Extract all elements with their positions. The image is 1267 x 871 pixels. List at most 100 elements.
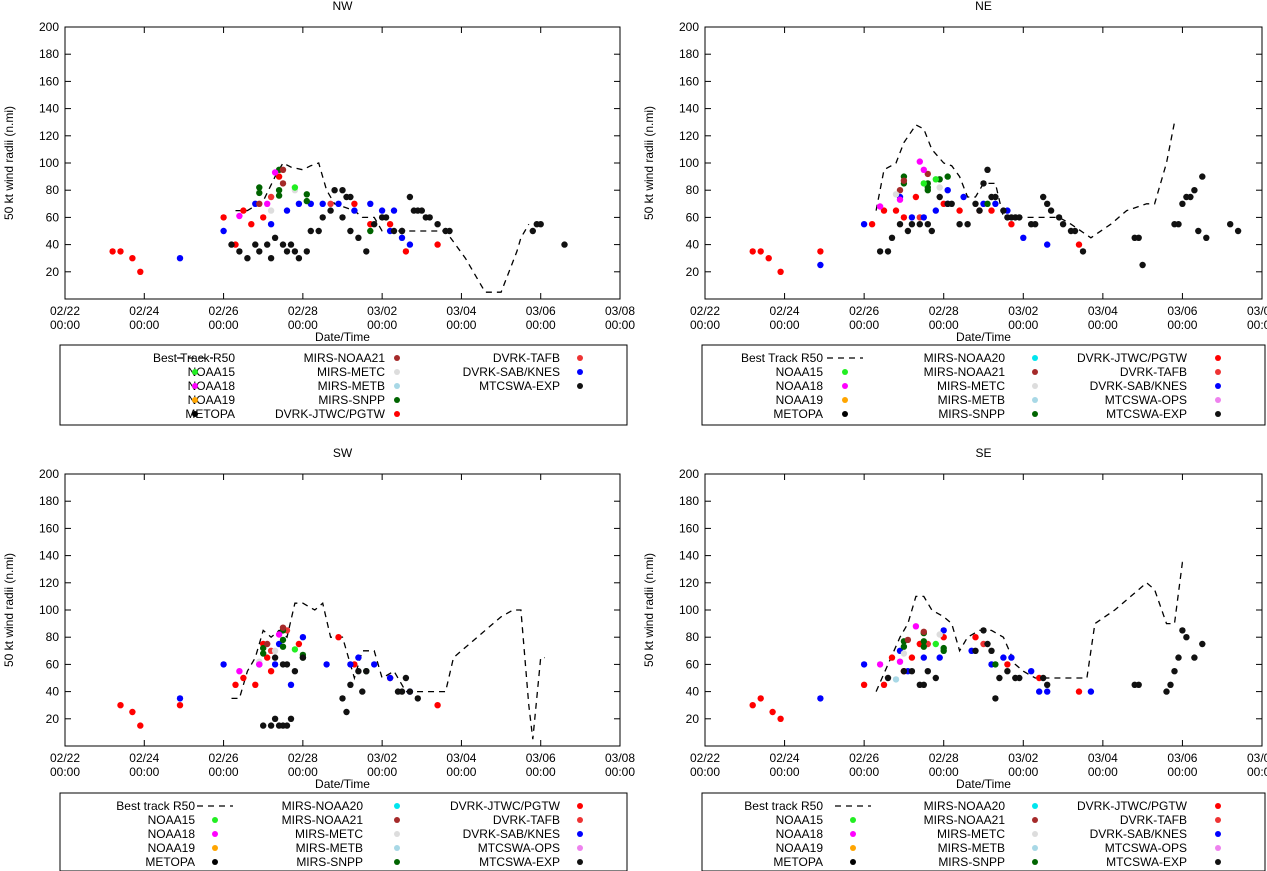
legend-label: MTCSWA-EXP <box>1106 407 1187 421</box>
series-mtcswa-exp-point <box>972 647 979 654</box>
series-noaa18-point <box>271 169 279 176</box>
x-tick-label-date: 03/04 <box>1088 751 1118 765</box>
series-mirs-snpp-point <box>944 173 951 180</box>
series-dvrk-jtwc-pgtw-point <box>749 702 756 709</box>
legend-swatch <box>577 845 583 851</box>
series-noaa15-point <box>920 180 927 187</box>
series-mtcswa-exp-point <box>884 674 892 682</box>
x-tick-label-date: 02/22 <box>50 304 80 318</box>
series-noaa18-point <box>896 196 904 203</box>
legend-swatch <box>850 845 856 851</box>
series-mtcswa-exp-point <box>390 227 398 235</box>
series-mtcswa-exp-point <box>900 668 908 675</box>
series-mirs-snpp-point <box>940 647 947 654</box>
chart-panel-sw: SW2040608010012014016018020002/2200:0002… <box>2 446 635 871</box>
legend-label: MTCSWA-EXP <box>479 855 560 869</box>
series-mtcswa-exp-point <box>1203 234 1210 241</box>
series-mtcswa-exp-point <box>299 654 307 661</box>
plot-data <box>749 122 1242 275</box>
series-dvrk-jtwc-pgtw-point <box>117 248 124 255</box>
series-mtcswa-exp-point <box>446 227 453 235</box>
y-tick-label: 140 <box>39 102 59 116</box>
legend-swatch <box>192 411 198 417</box>
series-mtcswa-exp-point <box>1163 688 1170 695</box>
series-mtcswa-exp-point <box>271 654 279 661</box>
x-tick-label-time: 00:00 <box>526 318 556 332</box>
series-dvrk-tafb-point <box>327 200 334 207</box>
x-tick-label-time: 00:00 <box>209 765 239 779</box>
y-tick-label: 180 <box>39 494 59 508</box>
series-mirs-metc-point <box>900 650 908 657</box>
series-dvrk-jtwc-pgtw-point <box>252 681 259 688</box>
series-dvrk-sab-knes-point <box>299 634 307 641</box>
series-mtcswa-exp-point <box>1032 221 1039 228</box>
legend-label: MIRS-SNPP <box>938 407 1005 421</box>
series-dvrk-jtwc-pgtw-point <box>240 207 247 214</box>
series-dvrk-sab-knes-point <box>1087 688 1095 695</box>
legend-label: DVRK-SAB/KNES <box>463 827 560 841</box>
series-dvrk-sab-knes-point <box>398 234 406 241</box>
x-tick-label-date: 02/28 <box>288 304 318 318</box>
series-mirs-snpp-point <box>279 643 287 650</box>
x-tick-label-time: 00:00 <box>770 318 800 332</box>
series-mtcswa-exp-point <box>363 248 370 255</box>
series-dvrk-jtwc-pgtw-point <box>434 702 441 709</box>
series-mirs-snpp-point <box>920 638 927 645</box>
series-dvrk-sab-knes-point <box>960 193 967 201</box>
series-dvrk-jtwc-pgtw-point <box>267 668 275 675</box>
legend-swatch <box>577 859 583 865</box>
series-dvrk-jtwc-pgtw-point <box>1004 661 1011 668</box>
x-axis-label: Date/Time <box>956 777 1011 791</box>
series-mtcswa-exp-point <box>924 668 931 675</box>
series-mtcswa-exp-point <box>1079 248 1087 255</box>
legend-label: MIRS-METB <box>296 841 363 855</box>
y-tick-label: 200 <box>679 20 699 34</box>
series-mtcswa-exp-point <box>928 227 935 235</box>
series-mtcswa-exp-point <box>984 166 991 173</box>
x-tick-label-time: 00:00 <box>446 765 476 779</box>
legend-label: DVRK-TAFB <box>1120 365 1187 379</box>
x-axis-label: Date/Time <box>315 330 370 344</box>
x-tick-label-time: 00:00 <box>605 318 635 332</box>
legend-swatch <box>394 369 400 375</box>
series-mtcswa-exp-point <box>347 227 354 235</box>
series-dvrk-sab-knes-point <box>283 207 291 214</box>
legend-label: MIRS-NOAA21 <box>282 813 364 827</box>
x-tick-label-date: 02/26 <box>209 304 239 318</box>
x-tick-label-date: 03/08 <box>605 304 635 318</box>
y-tick-label: 60 <box>46 210 60 224</box>
series-dvrk-jtwc-pgtw-point <box>817 248 824 255</box>
series-mtcswa-exp-point <box>1139 261 1146 269</box>
y-axis-label: 50 kt wind radii (n.mi) <box>642 106 656 220</box>
y-tick-label: 40 <box>686 238 700 252</box>
series-mtcswa-exp-point <box>988 647 995 654</box>
chart-title: SE <box>975 446 991 460</box>
series-mtcswa-exp-point <box>295 255 303 262</box>
y-axis-label: 50 kt wind radii (n.mi) <box>2 553 16 667</box>
series-mtcswa-exp-point <box>283 722 291 729</box>
series-dvrk-jtwc-pgtw-point <box>386 221 394 228</box>
y-tick-label: 100 <box>39 603 59 617</box>
legend-swatch <box>577 803 583 809</box>
legend-swatch <box>1032 845 1038 851</box>
series-noaa15-point <box>932 640 939 648</box>
x-tick-label-date: 02/24 <box>129 751 159 765</box>
series-dvrk-jtwc-pgtw-point <box>757 695 764 702</box>
series-mirs-snpp-point <box>279 636 287 644</box>
legend-label: DVRK-JTWC/PGTW <box>275 407 386 421</box>
x-tick-label-time: 00:00 <box>288 318 318 332</box>
series-mtcswa-exp-point <box>876 248 884 255</box>
series-mtcswa-exp-point <box>339 214 346 221</box>
y-tick-label: 120 <box>39 129 59 143</box>
x-axis-label: Date/Time <box>315 777 370 791</box>
y-tick-label: 20 <box>686 265 700 279</box>
chart-title: SW <box>333 446 353 460</box>
series-dvrk-jtwc-pgtw-point <box>1075 241 1083 248</box>
chart-title: NE <box>975 0 992 13</box>
y-tick-label: 80 <box>46 630 60 644</box>
series-mtcswa-exp-point <box>537 221 544 228</box>
x-tick-label-time: 00:00 <box>367 765 397 779</box>
x-axis-label: Date/Time <box>956 330 1011 344</box>
series-mtcswa-exp-point <box>1055 214 1063 221</box>
legend-label: NOAA19 <box>776 841 824 855</box>
